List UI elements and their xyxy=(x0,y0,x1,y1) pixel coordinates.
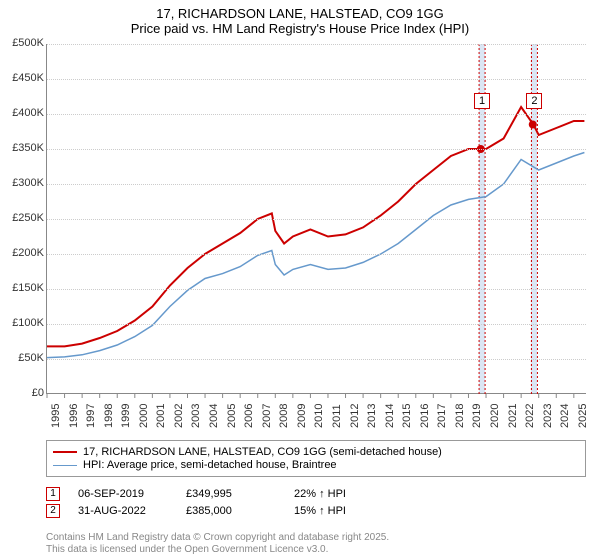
x-tick-label: 1997 xyxy=(85,404,97,428)
x-tick-label: 2003 xyxy=(190,404,202,428)
table-row: 1 06-SEP-2019 £349,995 22% ↑ HPI xyxy=(46,487,586,501)
callout-marker: 1 xyxy=(474,93,490,109)
y-gridline xyxy=(47,359,586,360)
x-tick-label: 2016 xyxy=(419,404,431,428)
legend-label: HPI: Average price, semi-detached house,… xyxy=(83,459,337,471)
x-tick-label: 2006 xyxy=(243,404,255,428)
legend-swatch xyxy=(53,465,77,466)
footer-line2: This data is licensed under the Open Gov… xyxy=(46,544,389,556)
series-line-price_paid xyxy=(47,107,584,346)
table-price: £349,995 xyxy=(186,488,276,500)
x-tick-label: 2021 xyxy=(507,404,519,428)
y-gridline xyxy=(47,79,586,80)
table-marker: 1 xyxy=(46,487,60,501)
y-gridline xyxy=(47,219,586,220)
x-tick-label: 2018 xyxy=(454,404,466,428)
plot-area: 12 xyxy=(46,44,586,394)
y-gridline xyxy=(47,149,586,150)
table-price: £385,000 xyxy=(186,505,276,517)
x-tick-label: 2020 xyxy=(489,404,501,428)
y-tick-label: £150K xyxy=(2,282,44,294)
y-tick-label: £0 xyxy=(2,387,44,399)
title-line2: Price paid vs. HM Land Registry's House … xyxy=(0,21,600,36)
footer-line1: Contains HM Land Registry data © Crown c… xyxy=(46,532,389,544)
y-tick-label: £450K xyxy=(2,72,44,84)
x-tick-label: 2022 xyxy=(524,404,536,428)
x-tick-label: 1996 xyxy=(68,404,80,428)
x-tick-label: 1995 xyxy=(50,404,62,428)
x-tick-label: 2005 xyxy=(226,404,238,428)
table-note: 15% ↑ HPI xyxy=(294,505,384,517)
x-tick-label: 2014 xyxy=(384,404,396,428)
y-gridline xyxy=(47,324,586,325)
x-tick-label: 2024 xyxy=(559,404,571,428)
x-tick-label: 2001 xyxy=(155,404,167,428)
x-tick-label: 2007 xyxy=(261,404,273,428)
table-note: 22% ↑ HPI xyxy=(294,488,384,500)
y-tick-label: £350K xyxy=(2,142,44,154)
y-gridline xyxy=(47,254,586,255)
table-row: 2 31-AUG-2022 £385,000 15% ↑ HPI xyxy=(46,504,586,518)
x-tick-label: 2023 xyxy=(542,404,554,428)
y-tick-label: £50K xyxy=(2,352,44,364)
x-tick-label: 2000 xyxy=(138,404,150,428)
y-tick-label: £300K xyxy=(2,177,44,189)
x-tick-label: 2012 xyxy=(349,404,361,428)
y-gridline xyxy=(47,184,586,185)
callout-marker: 2 xyxy=(526,93,542,109)
x-tick-label: 2002 xyxy=(173,404,185,428)
legend: 17, RICHARDSON LANE, HALSTEAD, CO9 1GG (… xyxy=(46,440,586,477)
footer-note: Contains HM Land Registry data © Crown c… xyxy=(46,532,389,556)
x-tick-label: 2019 xyxy=(471,404,483,428)
x-tick-label: 2013 xyxy=(366,404,378,428)
x-tick-label: 1999 xyxy=(120,404,132,428)
x-tick-label: 2011 xyxy=(331,404,343,428)
y-tick-label: £100K xyxy=(2,317,44,329)
x-tick-label: 2015 xyxy=(401,404,413,428)
x-tick-label: 2008 xyxy=(278,404,290,428)
y-tick-label: £250K xyxy=(2,212,44,224)
table-marker: 2 xyxy=(46,504,60,518)
price-marker xyxy=(529,121,537,129)
y-gridline xyxy=(47,114,586,115)
x-tick-label: 1998 xyxy=(103,404,115,428)
legend-label: 17, RICHARDSON LANE, HALSTEAD, CO9 1GG (… xyxy=(83,446,442,458)
title-line1: 17, RICHARDSON LANE, HALSTEAD, CO9 1GG xyxy=(0,6,600,21)
y-tick-label: £200K xyxy=(2,247,44,259)
x-tick-label: 2025 xyxy=(577,404,589,428)
y-tick-label: £400K xyxy=(2,107,44,119)
x-tick-label: 2010 xyxy=(313,404,325,428)
y-gridline xyxy=(47,44,586,45)
y-tick-label: £500K xyxy=(2,37,44,49)
x-tick-label: 2009 xyxy=(296,404,308,428)
table-date: 06-SEP-2019 xyxy=(78,488,168,500)
y-gridline xyxy=(47,289,586,290)
x-tick-label: 2017 xyxy=(436,404,448,428)
legend-row: HPI: Average price, semi-detached house,… xyxy=(53,459,579,471)
x-tick-label: 2004 xyxy=(208,404,220,428)
chart-title: 17, RICHARDSON LANE, HALSTEAD, CO9 1GG P… xyxy=(0,0,600,36)
legend-swatch xyxy=(53,451,77,453)
chart-container: 17, RICHARDSON LANE, HALSTEAD, CO9 1GG P… xyxy=(0,0,600,560)
table-date: 31-AUG-2022 xyxy=(78,505,168,517)
legend-row: 17, RICHARDSON LANE, HALSTEAD, CO9 1GG (… xyxy=(53,446,579,458)
callout-table: 1 06-SEP-2019 £349,995 22% ↑ HPI 2 31-AUG-202… xyxy=(46,484,586,521)
